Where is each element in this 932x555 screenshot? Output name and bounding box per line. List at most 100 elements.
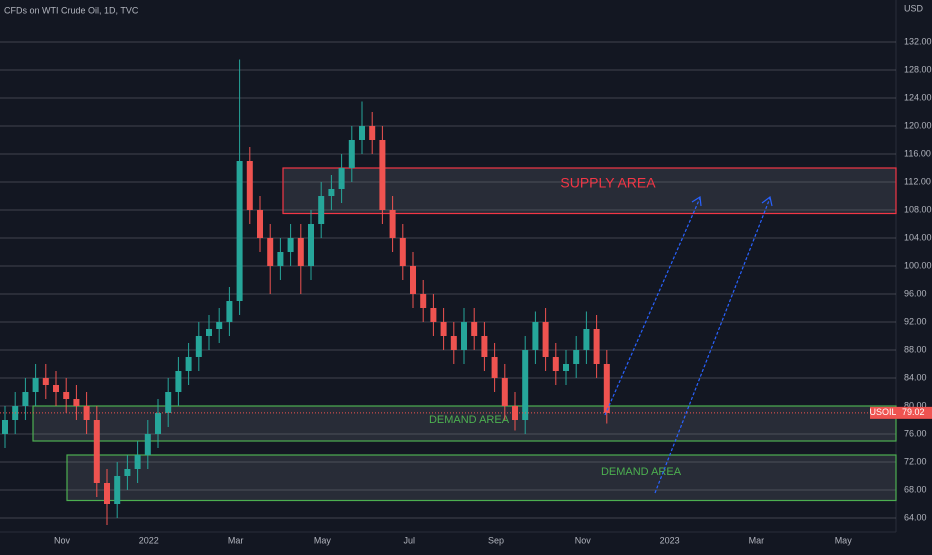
- symbol-label: USOIL: [869, 407, 896, 417]
- candle-body: [420, 294, 427, 308]
- y-tick-label: 64.00: [904, 512, 927, 522]
- y-tick-label: 76.00: [904, 428, 927, 438]
- candle-body: [501, 378, 508, 406]
- candle-body: [461, 322, 467, 350]
- candle-body: [114, 476, 121, 504]
- candle-body: [542, 322, 549, 357]
- candle-body: [379, 140, 386, 210]
- candle-body: [236, 161, 243, 301]
- candle-body: [532, 322, 539, 350]
- x-tick-label: Nov: [54, 535, 71, 545]
- candle-body: [338, 168, 345, 189]
- candle-body: [226, 301, 233, 322]
- candle-body: [83, 406, 90, 420]
- y-tick-label: 104.00: [904, 232, 932, 242]
- candle-body: [491, 357, 498, 378]
- zone-label: DEMAND AREA: [429, 414, 510, 426]
- candle-body: [2, 420, 8, 434]
- y-tick-label: 100.00: [904, 260, 932, 270]
- arrows: [604, 195, 773, 494]
- candle-body: [573, 350, 580, 364]
- zone: [32, 405, 897, 442]
- candle-body: [369, 126, 376, 140]
- candle-body: [124, 469, 131, 476]
- candle-body: [399, 238, 406, 266]
- y-tick-label: 112.00: [904, 176, 931, 186]
- y-tick-label: 132.00: [904, 36, 932, 46]
- chart-title: CFDs on WTI Crude Oil, 1D, TVC: [4, 5, 139, 15]
- candle-body: [134, 455, 141, 469]
- candle-body: [216, 322, 223, 329]
- arrow: [604, 197, 701, 416]
- candle-body: [308, 224, 314, 266]
- y-tick-label: 128.00: [904, 64, 932, 74]
- candle-body: [348, 140, 355, 168]
- candle-body: [53, 385, 59, 392]
- candle-body: [144, 434, 151, 455]
- candle-body: [63, 392, 70, 399]
- candle-body: [512, 406, 518, 420]
- y-tick-label: 84.00: [904, 372, 927, 382]
- y-axis-label: USD: [904, 3, 924, 13]
- candle-body: [593, 329, 600, 364]
- candle-body: [583, 329, 590, 350]
- y-tick-label: 116.00: [904, 148, 931, 158]
- candle-body: [277, 252, 284, 266]
- candle-body: [93, 420, 100, 483]
- x-tick-label: 2023: [660, 535, 680, 545]
- candle-body: [328, 189, 335, 196]
- y-tick-label: 120.00: [904, 120, 932, 130]
- y-tick-label: 88.00: [904, 344, 927, 354]
- x-tick-label: Mar: [228, 535, 244, 545]
- zone-label: SUPPLY AREA: [560, 175, 656, 191]
- candle-body: [175, 371, 182, 392]
- zone-label: DEMAND AREA: [601, 466, 682, 478]
- last-price-label: 79.02: [902, 407, 925, 417]
- zone: [66, 454, 897, 502]
- symbol-tag: [870, 406, 896, 419]
- x-tick-label: 2022: [139, 535, 159, 545]
- candle-body: [430, 308, 437, 322]
- candle-body: [481, 336, 488, 357]
- arrow-head: [761, 195, 773, 207]
- candle-body: [440, 322, 447, 336]
- y-tick-label: 72.00: [904, 456, 927, 466]
- arrow: [654, 197, 771, 494]
- candle-body: [206, 329, 212, 336]
- candle-body: [318, 196, 325, 224]
- candle-body: [522, 350, 529, 420]
- candle-body: [165, 392, 172, 413]
- candle-body: [389, 210, 396, 238]
- y-tick-label: 124.00: [904, 92, 932, 102]
- y-tick-label: 92.00: [904, 316, 927, 326]
- candle-body: [297, 238, 304, 266]
- arrow-head: [691, 195, 702, 207]
- price-tag: [896, 406, 932, 419]
- candle-body: [42, 378, 49, 385]
- candle-body: [450, 336, 457, 350]
- candle-body: [195, 336, 202, 357]
- candle-body: [359, 126, 365, 140]
- candle-body: [563, 364, 569, 371]
- candle-body: [104, 483, 110, 504]
- candle-body: [267, 238, 274, 266]
- candle-body: [185, 357, 192, 371]
- candle-body: [22, 392, 29, 406]
- candle-body: [257, 210, 263, 238]
- candle-body: [73, 399, 80, 406]
- y-tick-label: 108.00: [904, 204, 932, 214]
- x-tick-label: May: [835, 535, 853, 545]
- y-tick-label: 96.00: [904, 288, 927, 298]
- candle-body: [155, 413, 161, 434]
- candle-body: [471, 322, 478, 336]
- candle-body: [552, 357, 559, 371]
- candle-body: [287, 238, 294, 252]
- candle-body: [410, 266, 416, 294]
- y-tick-label: 80.00: [904, 400, 927, 410]
- candle-body: [32, 378, 39, 392]
- x-tick-label: Nov: [575, 535, 592, 545]
- x-tick-label: Sep: [488, 535, 504, 545]
